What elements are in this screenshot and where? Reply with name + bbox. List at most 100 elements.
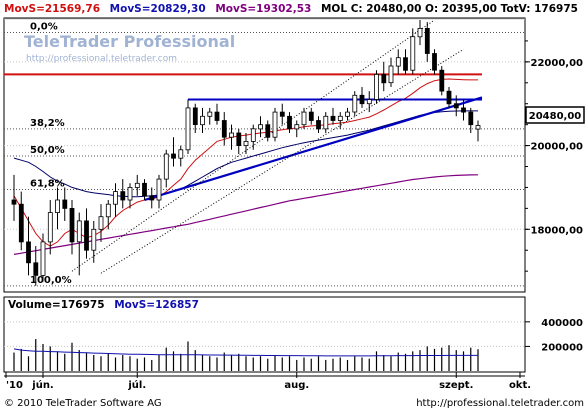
candle-body	[214, 111, 220, 121]
candle-body	[192, 107, 198, 126]
candle-body	[475, 125, 481, 130]
candle-body	[105, 203, 111, 218]
time-axis-label: júl.	[127, 379, 146, 391]
candle-body	[308, 111, 314, 121]
header-movs-fast: MovS=21569,76	[4, 3, 100, 15]
candle-body	[84, 220, 89, 251]
candle-body	[395, 57, 401, 67]
candle-body	[359, 94, 365, 105]
header-movs-slow: MovS=19302,53	[215, 3, 311, 15]
watermark-brand: TeleTrader Professional	[24, 32, 235, 51]
candle-body	[468, 111, 474, 126]
candle-body	[26, 241, 31, 264]
volume-bars	[4, 321, 525, 371]
candle-body	[410, 36, 416, 71]
candle-body	[98, 216, 104, 230]
candlesticks	[11, 20, 481, 286]
time-axis-label: '10	[6, 380, 23, 391]
header-line: MovS=21569,76 MovS=20829,30 MovS=19302,5…	[4, 3, 578, 15]
candle-body	[272, 111, 278, 138]
candle-body	[185, 107, 191, 151]
candle-body	[279, 111, 285, 117]
volume-value: Volume=176975	[8, 299, 105, 311]
candle-body	[163, 153, 169, 180]
ma-slow-line	[13, 174, 479, 255]
candle-body	[91, 228, 97, 251]
candle-body	[439, 69, 445, 92]
time-axis-label: aug.	[284, 380, 309, 391]
candle-body	[403, 57, 408, 71]
fib-label: 50,0%	[30, 145, 65, 156]
header-quote: MOL C: 20480,00 O: 20395,00 TotV: 176975	[321, 3, 578, 15]
candle-body	[250, 128, 256, 142]
candle-body	[200, 115, 205, 126]
candle-body	[127, 186, 133, 201]
candle-body	[417, 27, 423, 38]
candle-body	[207, 111, 213, 117]
candle-body	[221, 120, 227, 138]
candle-body	[40, 241, 46, 276]
candle-body	[142, 182, 147, 197]
candle-body	[374, 74, 379, 100]
volume-axis-label: 400000	[541, 318, 583, 329]
candle-body	[236, 132, 242, 147]
candle-body	[366, 99, 372, 105]
candle-body	[178, 149, 184, 159]
price-axis-label: 22000,00	[530, 58, 583, 69]
candle-body	[258, 124, 263, 130]
price-plot-frame	[3, 17, 526, 293]
fib-label: 0,0%	[30, 22, 58, 33]
price-axis-label: 20000,00	[530, 142, 583, 153]
fib-label: 38,2%	[30, 118, 65, 129]
footer-url: http://professional.teletrader.com	[416, 398, 584, 409]
candle-body	[243, 140, 249, 146]
volume-axis-label: 200000	[541, 342, 583, 353]
candle-body	[120, 191, 126, 201]
candle-body	[11, 199, 17, 205]
channel-line	[100, 48, 464, 274]
candle-body	[171, 153, 176, 159]
last-price-value: 20480,00	[529, 111, 582, 122]
candle-body	[381, 74, 387, 84]
candle-body	[337, 115, 343, 121]
candle-body	[446, 90, 452, 105]
uptrend-line	[144, 96, 483, 202]
candle-body	[134, 182, 140, 188]
fib-label: 100,0%	[30, 275, 72, 286]
candle-body	[113, 191, 118, 205]
footer-copyright: © 2010 TeleTrader Software AG	[4, 398, 162, 409]
candle-body	[156, 178, 162, 201]
candle-body	[55, 199, 60, 214]
candle-body	[18, 203, 24, 243]
volume-header: Volume=176975 MovS=126857	[8, 299, 199, 311]
header-movs-mid: MovS=20829,30	[110, 3, 206, 15]
candle-body	[294, 124, 300, 130]
volume-ma-line	[13, 348, 478, 357]
candle-body	[62, 199, 68, 209]
time-axis-label: jún.	[31, 379, 53, 391]
fib-label: 61,8%	[30, 179, 65, 190]
drawn-trendlines	[4, 19, 483, 274]
candle-body	[453, 103, 459, 109]
candle-body	[149, 195, 155, 201]
candle-body	[229, 132, 234, 138]
volume-axis: 400000 200000	[525, 318, 583, 353]
candle-body	[265, 124, 271, 138]
candle-body	[76, 220, 82, 243]
candle-body	[287, 115, 292, 130]
candle-body	[461, 107, 466, 113]
candle-body	[316, 120, 321, 130]
volume-movs: MovS=126857	[114, 299, 199, 311]
price-axis: 22000,00 20000,00 18000,00	[525, 40, 583, 272]
candle-body	[69, 207, 75, 243]
candle-body	[432, 53, 437, 71]
candle-body	[323, 115, 329, 130]
candle-body	[424, 27, 430, 54]
candle-body	[345, 111, 350, 117]
candle-body	[47, 212, 53, 243]
candle-body	[330, 115, 336, 121]
candle-body	[301, 111, 307, 126]
candle-body	[352, 94, 358, 113]
last-price-badge: 20480,00	[525, 106, 585, 124]
